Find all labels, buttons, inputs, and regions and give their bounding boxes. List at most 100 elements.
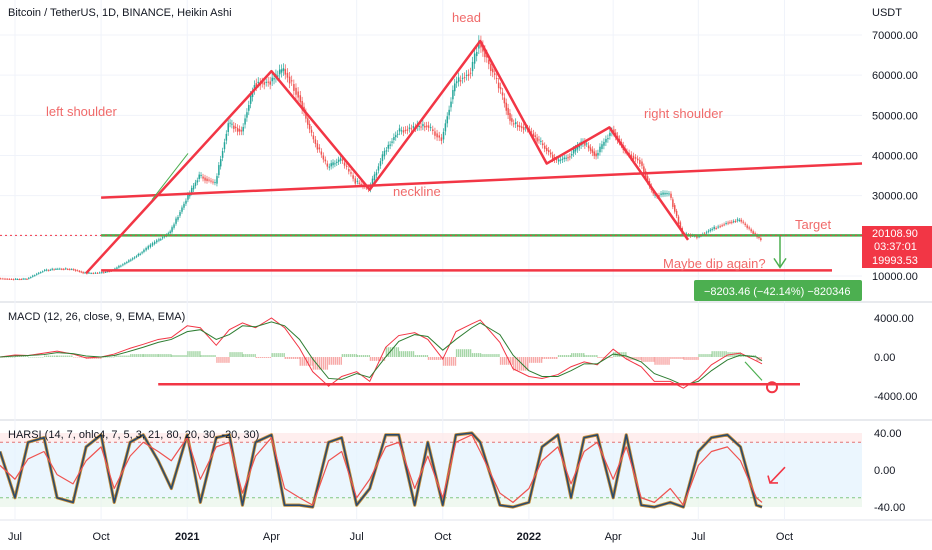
annotation-neckline[interactable]: neckline (393, 184, 441, 199)
macd-histogram-bar (422, 355, 425, 357)
candle-body (202, 176, 204, 179)
annotation-dip[interactable]: Maybe dip again? (663, 256, 766, 271)
candle-body (297, 91, 299, 98)
macd-circle-marker[interactable] (766, 381, 778, 394)
macd-histogram-bar (737, 352, 739, 357)
macd-histogram-bar (710, 354, 712, 357)
candle-body (221, 151, 224, 158)
candle-body (432, 129, 434, 132)
macd-histogram-bar (332, 357, 334, 365)
macd-histogram-bar (702, 354, 704, 357)
macd-histogram-bar (364, 355, 367, 357)
harsi-tick-label: -40.00 (874, 502, 905, 514)
macd-histogram-bar (118, 355, 120, 357)
candle-body (175, 218, 177, 224)
macd-histogram-bar (107, 357, 109, 358)
candle-body (559, 159, 562, 161)
macd-histogram-bar (124, 355, 126, 357)
macd-histogram-bar (250, 354, 252, 357)
candle-body (748, 227, 750, 229)
macd-histogram-bar (754, 355, 756, 357)
drawings[interactable] (0, 39, 863, 484)
macd-histogram-bar (414, 355, 417, 357)
macd-histogram-bar (18, 356, 21, 357)
annotation-target[interactable]: Target (795, 217, 832, 232)
macd-histogram-bar (298, 357, 300, 359)
candle-body (740, 219, 742, 222)
candle-body (404, 129, 407, 131)
macd-histogram-bar (571, 353, 573, 357)
macd-histogram-bar (277, 353, 279, 357)
macd-histogram-bar (281, 353, 283, 357)
candle-body (536, 137, 538, 142)
annotation-head[interactable]: head (452, 10, 481, 25)
candle-body (586, 143, 588, 145)
macd-histogram-bar (514, 357, 517, 371)
macd-histogram-bar (175, 355, 177, 357)
macd-histogram-bar (450, 357, 453, 366)
measure-arrow-head[interactable] (773, 257, 787, 269)
candle-body (310, 129, 313, 133)
macd-histogram-bar (267, 357, 269, 358)
macd-histogram-bar (138, 354, 140, 357)
candle-body (227, 123, 229, 132)
harsi-title[interactable]: HARSI (14, 7, ohlc4, 7, 5, 3, 21, 80, 20… (8, 429, 259, 441)
candle-body (746, 225, 748, 228)
harsi-red-arrow[interactable] (769, 466, 786, 484)
candle-body (16, 278, 19, 280)
candle-body (59, 268, 61, 270)
candle-body (729, 222, 731, 224)
macd-histogram-bar (69, 355, 71, 357)
macd-histogram-bar (662, 357, 664, 365)
macd-histogram-bar (6, 357, 8, 358)
macd-histogram-bar (16, 356, 19, 357)
macd-histogram-bar (579, 353, 581, 357)
measure-box[interactable] (694, 280, 862, 301)
candle-body (263, 82, 266, 85)
macd-tick-label: -4000.00 (874, 391, 917, 403)
candle-body (565, 157, 567, 159)
candle-body (721, 225, 723, 227)
candle-body (135, 256, 138, 258)
macd-histogram-bar (166, 354, 168, 357)
macd-histogram-bar (505, 357, 508, 365)
candle-body (267, 81, 269, 83)
annotation-left-shoulder[interactable]: left shoulder (46, 104, 117, 119)
candle-body (603, 141, 605, 146)
x-tick-label: Oct (776, 531, 793, 543)
symbol-title[interactable]: Bitcoin / TetherUS, 1D, BINANCE, Heikin … (8, 7, 232, 19)
macd-histogram-bar (588, 355, 590, 357)
candle-body (597, 152, 599, 156)
candle-body (465, 74, 468, 76)
macd-histogram-bar (649, 357, 651, 362)
macd-histogram-bar (638, 357, 640, 360)
macd-histogram-bar (711, 351, 713, 357)
trend-arrow[interactable] (151, 153, 189, 200)
macd-title[interactable]: MACD (12, 26, close, 9, EMA, EMA) (8, 311, 185, 323)
macd-histogram-bar (111, 357, 113, 358)
candle-body (410, 128, 413, 130)
candle-body (555, 159, 558, 161)
macd-histogram-bar (212, 355, 214, 357)
candle-body (2, 278, 4, 280)
macd-histogram-bar (575, 353, 577, 357)
candle-body (636, 158, 639, 161)
macd-histogram-bar (283, 353, 285, 357)
macd-histogram-bar (739, 352, 741, 357)
candle-body (295, 87, 297, 95)
macd-green-arrow[interactable] (744, 361, 763, 381)
candle-body (402, 130, 405, 133)
head-shoulders-pattern[interactable] (85, 39, 690, 275)
candle-body (742, 221, 744, 223)
macd-histogram-bar (532, 357, 535, 363)
candle-body (744, 223, 746, 225)
neckline-trendline[interactable] (101, 162, 863, 199)
annotation-right-shoulder[interactable]: right shoulder (644, 106, 723, 121)
harsi-red-arrow-head[interactable] (767, 475, 778, 484)
candle-body (219, 159, 222, 167)
macd-histogram-bar (318, 357, 321, 370)
candle-body (10, 278, 13, 280)
macd-histogram-bar (179, 355, 181, 357)
candle-body (547, 150, 550, 153)
macd-histogram-bar (220, 357, 222, 363)
